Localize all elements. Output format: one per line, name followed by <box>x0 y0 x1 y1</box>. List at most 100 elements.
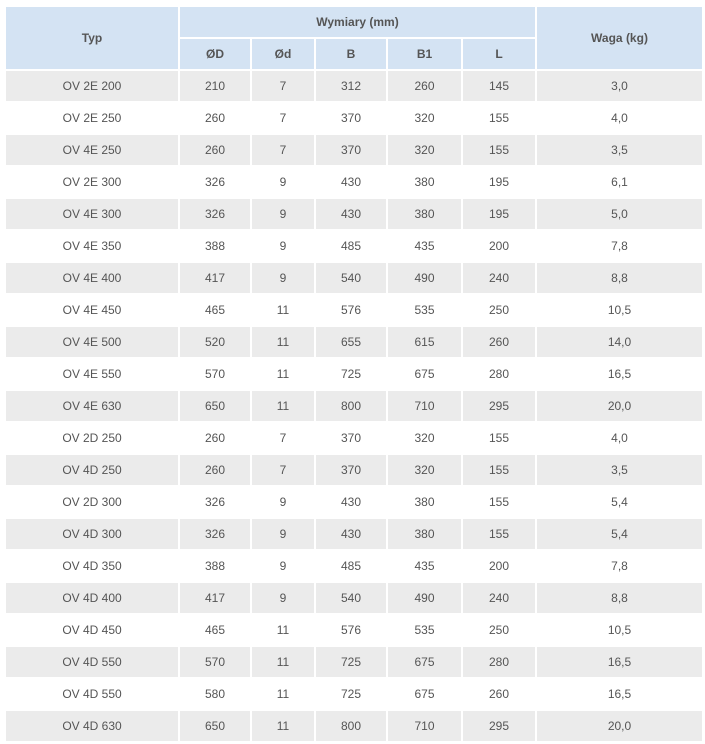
cell-b: 725 <box>316 679 386 709</box>
cell-b: 655 <box>316 327 386 357</box>
cell-inner-diameter: 9 <box>252 231 314 261</box>
cell-waga: 20,0 <box>537 391 702 421</box>
cell-typ: OV 4E 550 <box>6 359 178 389</box>
cell-inner-diameter: 9 <box>252 199 314 229</box>
cell-outer-diameter: 570 <box>180 359 250 389</box>
cell-typ: OV 4E 400 <box>6 263 178 293</box>
table-row: OV 4D 250 260 7 370 320 155 3,5 <box>6 455 702 485</box>
cell-b1: 380 <box>388 487 461 517</box>
cell-b: 370 <box>316 135 386 165</box>
cell-waga: 5,4 <box>537 487 702 517</box>
table-row: OV 4E 550 570 11 725 675 280 16,5 <box>6 359 702 389</box>
cell-b1: 435 <box>388 551 461 581</box>
cell-typ: OV 4E 500 <box>6 327 178 357</box>
header-b1: B1 <box>388 39 461 69</box>
cell-outer-diameter: 417 <box>180 263 250 293</box>
cell-outer-diameter: 520 <box>180 327 250 357</box>
cell-typ: OV 4E 350 <box>6 231 178 261</box>
cell-l: 200 <box>463 231 535 261</box>
cell-b: 800 <box>316 711 386 741</box>
cell-typ: OV 4D 350 <box>6 551 178 581</box>
cell-inner-diameter: 9 <box>252 583 314 613</box>
cell-outer-diameter: 326 <box>180 199 250 229</box>
cell-outer-diameter: 210 <box>180 71 250 101</box>
cell-inner-diameter: 9 <box>252 487 314 517</box>
cell-b1: 435 <box>388 231 461 261</box>
cell-inner-diameter: 7 <box>252 455 314 485</box>
cell-outer-diameter: 570 <box>180 647 250 677</box>
cell-waga: 16,5 <box>537 647 702 677</box>
cell-b1: 675 <box>388 359 461 389</box>
cell-b1: 380 <box>388 167 461 197</box>
cell-waga: 10,5 <box>537 615 702 645</box>
cell-inner-diameter: 7 <box>252 135 314 165</box>
cell-waga: 6,1 <box>537 167 702 197</box>
cell-b1: 320 <box>388 455 461 485</box>
cell-typ: OV 4E 300 <box>6 199 178 229</box>
cell-waga: 3,5 <box>537 135 702 165</box>
header-waga: Waga (kg) <box>537 7 702 69</box>
cell-inner-diameter: 11 <box>252 679 314 709</box>
cell-typ: OV 4E 250 <box>6 135 178 165</box>
cell-b1: 490 <box>388 263 461 293</box>
table-row: OV 4D 450 465 11 576 535 250 10,5 <box>6 615 702 645</box>
cell-inner-diameter: 11 <box>252 295 314 325</box>
cell-l: 260 <box>463 679 535 709</box>
cell-inner-diameter: 11 <box>252 391 314 421</box>
header-b: B <box>316 39 386 69</box>
cell-l: 195 <box>463 167 535 197</box>
cell-outer-diameter: 465 <box>180 295 250 325</box>
cell-waga: 16,5 <box>537 359 702 389</box>
cell-outer-diameter: 260 <box>180 103 250 133</box>
cell-waga: 4,0 <box>537 103 702 133</box>
cell-inner-diameter: 11 <box>252 327 314 357</box>
cell-l: 240 <box>463 263 535 293</box>
cell-typ: OV 2E 300 <box>6 167 178 197</box>
cell-b: 540 <box>316 583 386 613</box>
table-row: OV 4E 300 326 9 430 380 195 5,0 <box>6 199 702 229</box>
cell-typ: OV 4D 550 <box>6 679 178 709</box>
cell-waga: 3,0 <box>537 71 702 101</box>
cell-b: 725 <box>316 359 386 389</box>
cell-b1: 260 <box>388 71 461 101</box>
table-row: OV 4E 630 650 11 800 710 295 20,0 <box>6 391 702 421</box>
cell-b1: 710 <box>388 711 461 741</box>
cell-b: 485 <box>316 231 386 261</box>
cell-b: 800 <box>316 391 386 421</box>
cell-b1: 490 <box>388 583 461 613</box>
cell-inner-diameter: 11 <box>252 615 314 645</box>
cell-outer-diameter: 260 <box>180 455 250 485</box>
cell-outer-diameter: 326 <box>180 519 250 549</box>
cell-outer-diameter: 650 <box>180 391 250 421</box>
cell-l: 250 <box>463 615 535 645</box>
cell-typ: OV 4D 550 <box>6 647 178 677</box>
cell-typ: OV 4E 450 <box>6 295 178 325</box>
cell-waga: 5,4 <box>537 519 702 549</box>
header-typ: Typ <box>6 7 178 69</box>
cell-waga: 8,8 <box>537 263 702 293</box>
cell-b: 576 <box>316 615 386 645</box>
cell-inner-diameter: 9 <box>252 519 314 549</box>
cell-waga: 8,8 <box>537 583 702 613</box>
cell-b: 430 <box>316 519 386 549</box>
cell-b1: 380 <box>388 199 461 229</box>
header-inner-diameter: Ød <box>252 39 314 69</box>
cell-inner-diameter: 11 <box>252 647 314 677</box>
table-row: OV 4E 350 388 9 485 435 200 7,8 <box>6 231 702 261</box>
table-row: OV 4E 400 417 9 540 490 240 8,8 <box>6 263 702 293</box>
cell-b: 576 <box>316 295 386 325</box>
cell-typ: OV 2E 250 <box>6 103 178 133</box>
cell-waga: 14,0 <box>537 327 702 357</box>
cell-inner-diameter: 11 <box>252 359 314 389</box>
cell-l: 240 <box>463 583 535 613</box>
cell-outer-diameter: 580 <box>180 679 250 709</box>
cell-outer-diameter: 388 <box>180 551 250 581</box>
cell-b: 725 <box>316 647 386 677</box>
table-row: OV 4E 450 465 11 576 535 250 10,5 <box>6 295 702 325</box>
cell-outer-diameter: 260 <box>180 423 250 453</box>
cell-b: 430 <box>316 199 386 229</box>
table-body: OV 2E 200 210 7 312 260 145 3,0 OV 2E 250 260 7 37… <box>6 71 702 741</box>
table-row: OV 4E 500 520 11 655 615 260 14,0 <box>6 327 702 357</box>
cell-inner-diameter: 9 <box>252 167 314 197</box>
cell-b: 430 <box>316 167 386 197</box>
